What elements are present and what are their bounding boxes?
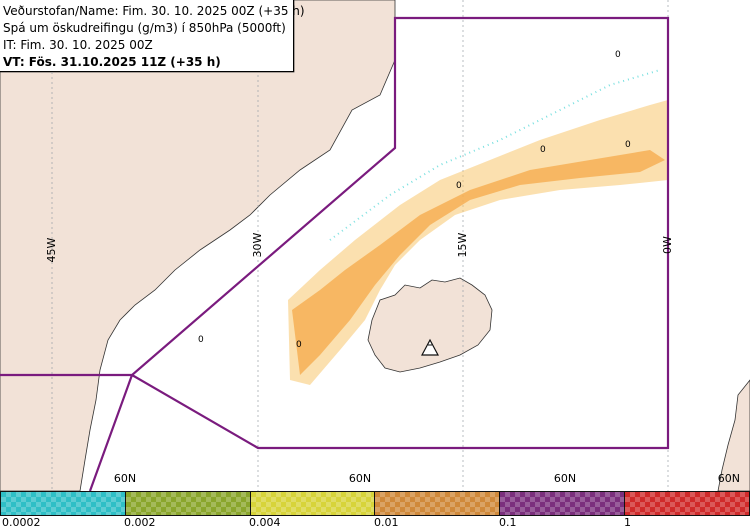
meridian-label-45w: 45W [45,237,58,262]
scale-segment-5 [500,491,626,516]
scale-segment-2 [125,491,251,516]
parallel-label-4: 60N [718,472,740,485]
scale-label-1: 1 [624,516,631,529]
forecast-area-boundary [0,16,670,491]
color-scale-bar [0,491,750,516]
parallel-label-2: 60N [349,472,371,485]
volcano-triangle-icon [421,338,439,356]
ash-plume [288,69,668,385]
meridian-label-0w: 0W [661,236,674,254]
scale-label-0-1: 0.1 [499,516,517,529]
contour-label: 0 [625,140,631,150]
land-iceland [367,277,493,373]
color-scale: 0.0002 0.002 0.004 0.01 0.1 1 [0,491,750,532]
contour-label: 0 [540,145,546,155]
header-line-initial-time: IT: Fim. 30. 10. 2025 00Z [3,38,153,52]
contour-label: 0 [296,340,302,350]
scale-label-0-01: 0.01 [374,516,399,529]
meridian-label-30w: 30W [251,232,264,257]
ash-plume-edge [329,69,661,241]
header-line-valid-time: VT: Fös. 31.10.2025 11Z (+35 h) [3,55,221,69]
contour-label: 0 [198,335,204,345]
contour-label: 0 [456,181,462,191]
contour-label: 0 [615,50,621,60]
scale-label-0-002: 0.002 [124,516,156,529]
parallel-label-3: 60N [554,472,576,485]
scale-segment-1 [0,491,126,516]
scale-segment-3 [250,491,376,516]
parallel-label-1: 60N [114,472,136,485]
land-norway [717,379,750,491]
header-line-product: Spá um öskudreifingu (g/m3) í 850hPa (50… [3,21,286,35]
header-line-agency: Veðurstofan/Name: Fim. 30. 10. 2025 00Z … [3,4,305,18]
meridian-label-15w: 15W [456,232,469,257]
forecast-header: Veðurstofan/Name: Fim. 30. 10. 2025 00Z … [0,0,305,72]
scale-segment-4 [375,491,501,516]
scale-segment-6 [625,491,750,516]
ash-plume-core [292,150,665,375]
color-scale-labels: 0.0002 0.002 0.004 0.01 0.1 1 [0,516,750,532]
scale-label-0-004: 0.004 [249,516,281,529]
map-canvas: 45W 30W 15W 0W 60N 60N 60N 60N 0 0 0 0 0… [0,0,750,491]
scale-label-0-0002: 0.0002 [2,516,41,529]
